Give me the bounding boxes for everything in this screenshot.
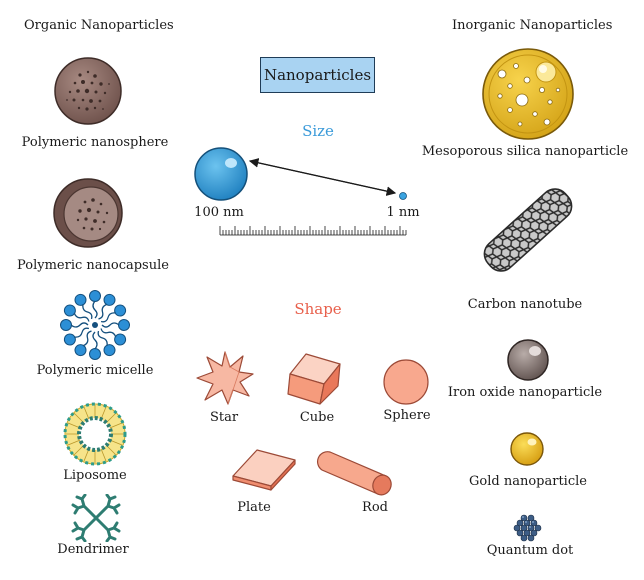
star-shape-figure bbox=[196, 351, 254, 405]
sphere-shape-figure bbox=[383, 359, 429, 405]
cube-label: Cube bbox=[299, 410, 335, 425]
liposome-figure bbox=[63, 402, 127, 466]
mesoporous-silica-figure bbox=[482, 48, 574, 140]
shape-section-title: Shape bbox=[294, 300, 342, 318]
carbon-nanotube-label: Carbon nanotube bbox=[467, 297, 583, 312]
cube-shape-figure bbox=[287, 353, 341, 405]
star-label: Star bbox=[209, 410, 239, 425]
quantum-dot-label: Quantum dot bbox=[486, 543, 574, 558]
iron-oxide-label: Iron oxide nanoparticle bbox=[447, 385, 603, 400]
rod-label: Rod bbox=[362, 500, 388, 515]
iron-oxide-figure bbox=[507, 339, 549, 381]
diagram-title: Nanoparticles bbox=[260, 57, 375, 93]
gold-nanoparticle-figure bbox=[510, 432, 544, 466]
inorganic-header: Inorganic Nanoparticles bbox=[452, 18, 613, 33]
gold-nanoparticle-label: Gold nanoparticle bbox=[469, 474, 587, 489]
mesoporous-silica-label: Mesoporous silica nanoparticle bbox=[421, 144, 629, 159]
carbon-nanotube-figure bbox=[483, 188, 573, 272]
organic-header: Organic Nanoparticles bbox=[24, 18, 174, 33]
polymeric-nanocapsule-label: Polymeric nanocapsule bbox=[17, 258, 169, 273]
polymeric-nanosphere-figure bbox=[54, 57, 122, 125]
polymeric-nanocapsule-figure bbox=[53, 178, 123, 248]
sphere-label: Sphere bbox=[383, 408, 431, 423]
polymeric-micelle-label: Polymeric micelle bbox=[36, 363, 154, 378]
size-section-title: Size bbox=[302, 122, 334, 140]
quantum-dot-figure bbox=[513, 514, 542, 542]
plate-shape-figure bbox=[232, 449, 296, 491]
dendrimer-figure bbox=[71, 494, 121, 542]
polymeric-micelle-figure bbox=[60, 290, 130, 360]
polymeric-nanosphere-label: Polymeric nanosphere bbox=[21, 135, 169, 150]
liposome-label: Liposome bbox=[63, 468, 127, 483]
size-large-label: 100 nm bbox=[194, 205, 244, 220]
rod-shape-figure bbox=[316, 451, 392, 496]
plate-label: Plate bbox=[237, 500, 271, 515]
dendrimer-label: Dendrimer bbox=[57, 542, 129, 557]
size-scale-figure bbox=[194, 147, 407, 236]
size-small-label: 1 nm bbox=[386, 205, 420, 220]
